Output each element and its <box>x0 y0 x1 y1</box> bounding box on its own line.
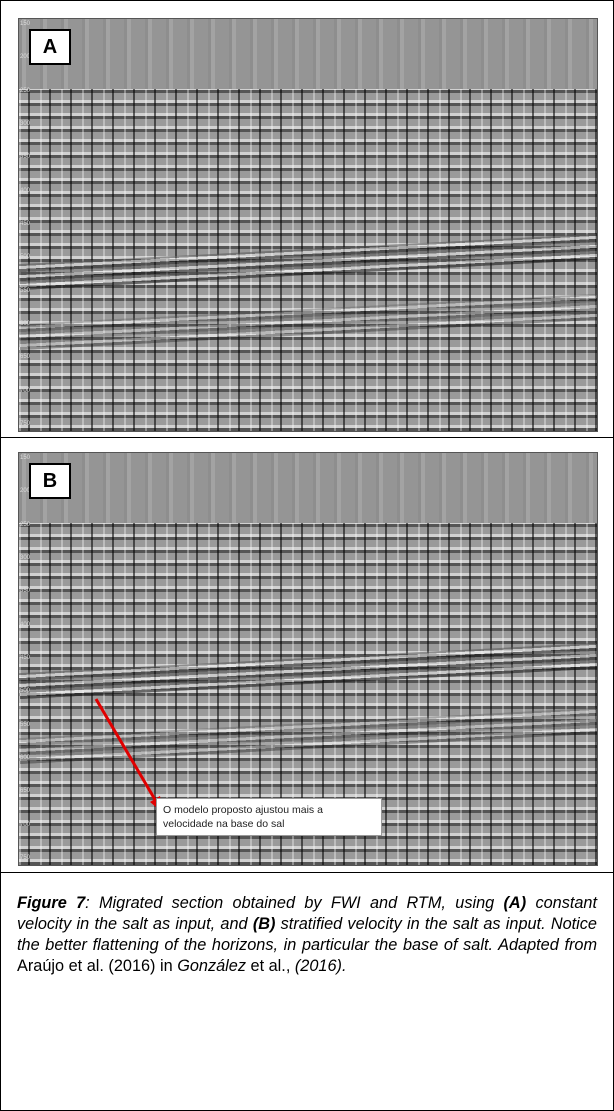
caption-run: Adapted from <box>498 936 598 954</box>
caption-run: González <box>177 957 246 975</box>
seismic-texture <box>19 293 597 351</box>
depth-label: 200 <box>20 54 31 61</box>
seismic-texture <box>19 19 597 89</box>
row-separator <box>0 437 614 438</box>
caption-run: (A) <box>503 894 527 912</box>
depth-label: 350 <box>20 154 31 161</box>
depth-label: 650 <box>20 354 31 361</box>
annotation: O modelo proposto ajustou mais a velocid… <box>156 798 382 836</box>
row-separator <box>0 872 614 873</box>
arrow-line <box>94 698 159 804</box>
depth-label: 500 <box>20 254 31 261</box>
depth-label: 750 <box>20 855 31 861</box>
depth-label: 200 <box>20 488 31 495</box>
caption-run: et al., <box>246 957 295 975</box>
depth-label: 550 <box>20 287 31 294</box>
depth-label: 250 <box>20 87 31 94</box>
depth-label: 450 <box>20 655 31 661</box>
seismic-section-b: 150 200 250 300 350 400 450 500 550 600 650 700 750 B… <box>18 452 598 866</box>
caption-run: Araújo et al. (2016) in <box>17 957 178 975</box>
depth-label: 550 <box>20 721 31 728</box>
depth-label: 350 <box>20 588 31 595</box>
caption: Figure 7: Migrated section obtained by F… <box>17 893 597 977</box>
depth-label: 300 <box>20 555 31 561</box>
seismic-texture <box>19 453 597 523</box>
depth-label: 150 <box>20 21 31 27</box>
depth-label: 700 <box>20 821 31 828</box>
depth-label: 250 <box>20 521 31 528</box>
caption-run: constant velocity in the salt as input, … <box>17 894 597 933</box>
caption-run: stratified velocity in the salt as input… <box>17 915 597 954</box>
seismic-texture <box>19 233 597 291</box>
seismic-section-a: 150 200 250 300 350 400 450 500 550 600 650 700 750 A <box>18 18 598 432</box>
depth-label: 650 <box>20 788 31 795</box>
depth-label: 700 <box>20 387 31 394</box>
panel-label: A <box>29 29 71 65</box>
caption-run: (2016). <box>294 957 347 975</box>
depth-label: 400 <box>20 187 31 194</box>
depth-label: 500 <box>20 688 31 695</box>
caption-run: : Migrated section obtained by FWI and R… <box>85 894 504 912</box>
caption-run: Figure 7 <box>17 894 86 912</box>
depth-label: 150 <box>20 455 31 461</box>
depth-label: 750 <box>20 421 31 427</box>
panel-label: B <box>29 463 71 499</box>
depth-label: 600 <box>20 321 31 327</box>
depth-label: 450 <box>20 221 31 227</box>
caption-run: (B) <box>252 915 276 933</box>
depth-label: 300 <box>20 121 31 127</box>
depth-label: 600 <box>20 755 31 761</box>
depth-label: 400 <box>20 621 31 628</box>
